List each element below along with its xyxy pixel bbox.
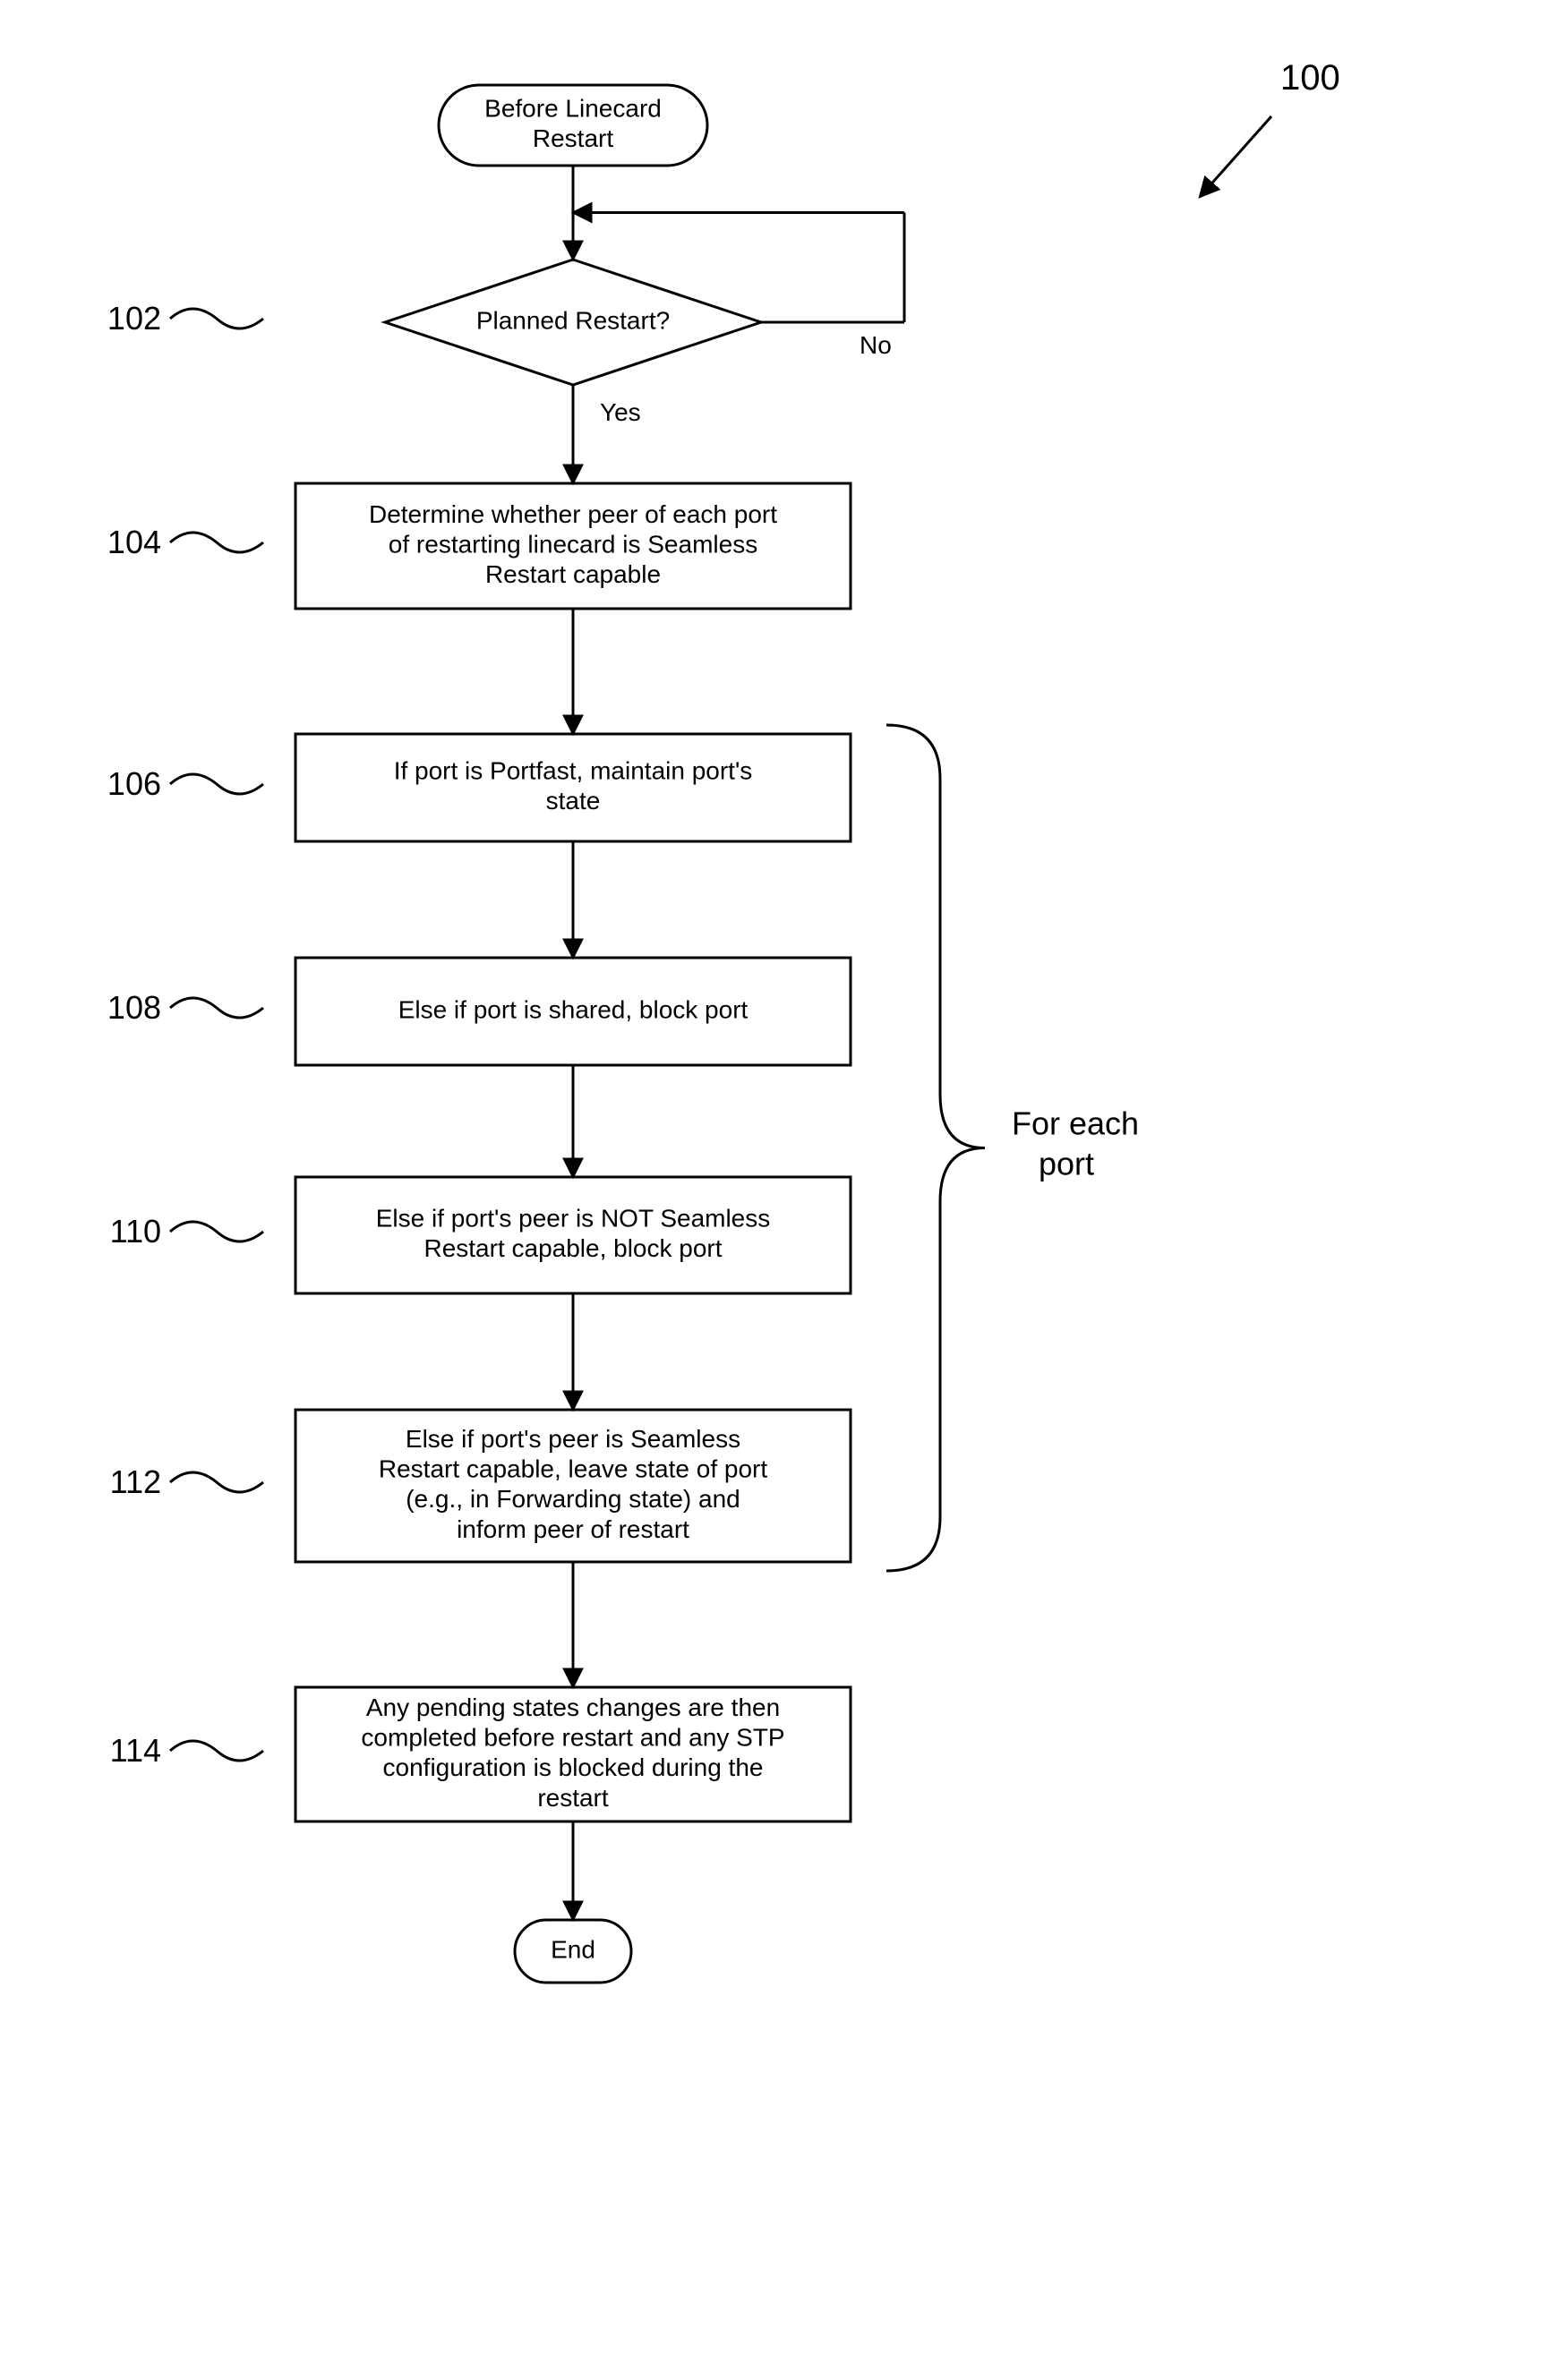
step106-leader [170, 774, 263, 794]
step114-leader [170, 1741, 263, 1761]
step112-leader [170, 1472, 263, 1492]
start-text: Before Linecard [484, 95, 662, 123]
step114-text: Any pending states changes are then [366, 1693, 780, 1721]
step104-text: Restart capable [485, 560, 661, 588]
step112-text: Else if port's peer is Seamless [406, 1425, 740, 1453]
for-each-port-brace [886, 725, 985, 1571]
step114-label: 114 [110, 1732, 161, 1769]
figure-number-arrow [1200, 116, 1271, 197]
decision-no-label: No [860, 331, 892, 359]
step104-text: Determine whether peer of each port [369, 500, 777, 528]
step108-text: Else if port is shared, block port [398, 995, 749, 1023]
step106-label: 106 [107, 765, 161, 802]
decision-leader [170, 309, 263, 328]
figure-number: 100 [1280, 58, 1340, 98]
end-text: End [551, 1935, 595, 1963]
step114-text: completed before restart and any STP [361, 1724, 784, 1752]
step104-label: 104 [107, 524, 161, 560]
step112-text: inform peer of restart [457, 1515, 689, 1543]
step110-text: Else if port's peer is NOT Seamless [376, 1205, 771, 1233]
brace-label-line2: port [1039, 1146, 1094, 1182]
step114-text: restart [537, 1784, 609, 1812]
step112-text: (e.g., in Forwarding state) and [406, 1485, 740, 1513]
step104-text: of restarting linecard is Seamless [389, 530, 757, 558]
flowchart: 100 Before LinecardRestart No Planned Resta… [0, 0, 1557, 2376]
decision-label: 102 [107, 300, 161, 337]
step112-label: 112 [110, 1463, 161, 1500]
step106-text: state [546, 787, 601, 815]
step106-text: If port is Portfast, maintain port's [394, 757, 753, 785]
step108-leader [170, 998, 263, 1018]
step112-text: Restart capable, leave state of port [379, 1455, 767, 1483]
step104-leader [170, 533, 263, 552]
step108-label: 108 [107, 989, 161, 1026]
step110-label: 110 [110, 1213, 161, 1250]
step110-text: Restart capable, block port [423, 1234, 722, 1262]
brace-label-line1: For each [1012, 1105, 1139, 1142]
step110-leader [170, 1222, 263, 1241]
decision-text: Planned Restart? [476, 306, 670, 334]
step114-text: configuration is blocked during the [383, 1753, 764, 1781]
start-text: Restart [533, 124, 613, 152]
decision-yes-label: Yes [600, 398, 641, 426]
